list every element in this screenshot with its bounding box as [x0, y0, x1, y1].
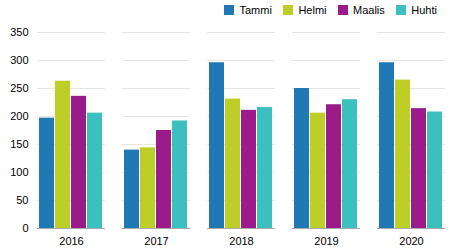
svg-text:250: 250 — [10, 82, 28, 94]
svg-text:50: 50 — [16, 194, 28, 206]
html-text:Maalis: Maalis — [353, 4, 385, 17]
svg-text:2019: 2019 — [314, 235, 338, 247]
svg-text:200: 200 — [10, 110, 28, 122]
svg-text:300: 300 — [10, 54, 28, 66]
svg-text:2017: 2017 — [144, 235, 168, 247]
html-text:Helmi: Helmi — [298, 4, 327, 17]
svg-text:2016: 2016 — [59, 235, 83, 247]
svg-text:100: 100 — [10, 166, 28, 178]
html-text:Tammi: Tammi — [239, 4, 272, 17]
svg-text:350: 350 — [10, 26, 28, 38]
svg-text:2018: 2018 — [229, 235, 253, 247]
html-text:Huhti: Huhti — [411, 4, 437, 17]
svg-text:150: 150 — [10, 138, 28, 150]
svg-text:2020: 2020 — [399, 235, 423, 247]
svg-text:0: 0 — [22, 222, 28, 234]
